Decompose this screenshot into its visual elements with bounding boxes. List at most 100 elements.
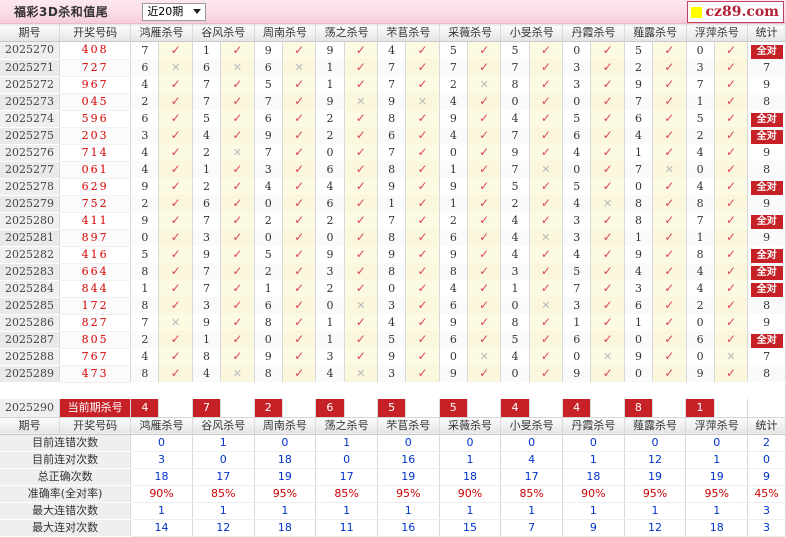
footer-stat-value-9: 0 (624, 434, 687, 452)
kill-value-9: 8 (624, 212, 654, 229)
check-icon: ✓ (602, 94, 613, 108)
check-icon: ✓ (602, 43, 613, 57)
kill-value-2: 7 (192, 93, 222, 110)
kill-value-4: 0 (315, 229, 345, 246)
check-icon: ✓ (417, 230, 428, 244)
check-icon: ✓ (417, 332, 428, 346)
table-row[interactable]: 2025274 596 6 ✓ 5 ✓ 6 ✓ 2 ✓ 8 ✓ 9 ✓ 4 ✓ 5 ✓ 6 ✓ 5 ✓ 全对 (0, 110, 786, 128)
kill-value-7: 5 (500, 41, 530, 59)
check-icon: ✓ (540, 247, 551, 261)
kill-value-2: 2 (192, 178, 222, 195)
check-icon: ✓ (479, 43, 490, 57)
kill-value-6: 4 (439, 127, 468, 144)
check-icon: ✓ (294, 111, 305, 125)
table-row[interactable]: 2025280 411 9 ✓ 7 ✓ 2 ✓ 2 ✓ 7 ✓ 2 ✓ 4 ✓ 3 ✓ 8 ✓ 7 ✓ 全对 (0, 212, 786, 230)
table-row[interactable]: 2025283 664 8 ✓ 7 ✓ 2 ✓ 3 ✓ 8 ✓ 8 ✓ 3 ✓ 5 ✓ 4 ✓ 4 ✓ 全对 (0, 263, 786, 281)
kill-mark-2: ✓ (220, 178, 255, 195)
table-row[interactable]: 2025279 752 2 ✓ 6 ✓ 0 ✓ 6 ✓ 1 ✓ 1 ✓ 2 ✓ 4 ✕ 8 ✓ 8 ✓ 9 (0, 195, 786, 213)
kill-mark-2: ✕ (220, 59, 255, 76)
row-period: 2025289 (0, 365, 61, 383)
cross-icon: ✕ (541, 298, 551, 312)
kill-value-5: 8 (377, 161, 407, 178)
kill-value-3: 6 (254, 59, 283, 76)
table-row[interactable]: 2025276 714 4 ✓ 2 ✕ 7 ✓ 0 ✓ 7 ✓ 0 ✓ 9 ✓ 4 ✓ 1 ✓ 4 ✓ 9 (0, 144, 786, 162)
kill-mark-4: ✓ (344, 144, 379, 161)
kill-mark-6: ✓ (467, 314, 502, 331)
table-row[interactable]: 2025273 045 2 ✓ 7 ✓ 7 ✓ 9 ✕ 9 ✕ 4 ✓ 0 ✓ 0 ✓ 7 ✓ 1 ✓ 8 (0, 93, 786, 111)
footer-col-header-kill-10: 浮萍杀号 (685, 416, 749, 435)
table-row[interactable]: 2025287 805 2 ✓ 1 ✓ 0 ✓ 1 ✓ 5 ✓ 6 ✓ 5 ✓ 6 ✓ 0 ✓ 6 ✓ 全对 (0, 331, 786, 349)
check-icon: ✓ (417, 162, 428, 176)
kill-mark-9: ✓ (652, 314, 687, 331)
table-row[interactable]: 2025271 727 6 ✕ 6 ✕ 6 ✕ 1 ✓ 7 ✓ 7 ✓ 7 ✓ 3 ✓ 2 ✓ 3 ✓ 7 (0, 59, 786, 77)
kill-mark-6: ✓ (467, 127, 502, 144)
table-row[interactable]: 2025289 473 8 ✓ 4 ✕ 8 ✓ 4 ✕ 3 ✓ 9 ✓ 0 ✓ 9 ✓ 0 ✓ 9 ✓ 8 (0, 365, 786, 383)
footer-stat-value-3: 18 (254, 451, 317, 469)
table-row[interactable]: 2025285 172 8 ✓ 3 ✓ 6 ✓ 0 ✕ 3 ✓ 6 ✓ 0 ✕ 3 ✓ 6 ✓ 2 ✓ 8 (0, 297, 786, 315)
kill-mark-9: ✓ (652, 246, 687, 263)
table-row[interactable]: 2025277 061 4 ✓ 1 ✓ 3 ✓ 6 ✓ 8 ✓ 1 ✓ 7 ✕ 0 ✓ 7 ✕ 0 ✓ 8 (0, 161, 786, 179)
footer-stat-value-8: 90% (562, 485, 625, 503)
footer-stat-value-6: 1 (439, 451, 502, 469)
table-row[interactable]: 2025281 897 0 ✓ 3 ✓ 0 ✓ 0 ✓ 8 ✓ 6 ✓ 4 ✕ 3 ✓ 1 ✓ 1 ✓ 9 (0, 229, 786, 247)
footer-stat-total: 0 (747, 451, 786, 469)
kill-value-4: 2 (315, 280, 345, 297)
table-row[interactable]: 2025282 416 5 ✓ 9 ✓ 5 ✓ 9 ✓ 9 ✓ 9 ✓ 4 ✓ 4 ✓ 9 ✓ 8 ✓ 全对 (0, 246, 786, 264)
table-row[interactable]: 2025284 844 1 ✓ 7 ✓ 1 ✓ 2 ✓ 0 ✓ 4 ✓ 1 ✓ 7 ✓ 3 ✓ 4 ✓ 全对 (0, 280, 786, 298)
table-row[interactable]: 2025278 629 9 ✓ 2 ✓ 4 ✓ 4 ✓ 9 ✓ 9 ✓ 5 ✓ 5 ✓ 0 ✓ 4 ✓ 全对 (0, 178, 786, 196)
footer-stat-label: 最大连对次数 (0, 519, 132, 537)
check-icon: ✓ (170, 145, 181, 159)
table-row[interactable]: 2025272 967 4 ✓ 7 ✓ 5 ✓ 1 ✓ 7 ✓ 2 ✕ 8 ✓ 3 ✓ 9 ✓ 7 ✓ 9 (0, 76, 786, 94)
kill-mark-3: ✓ (282, 280, 317, 297)
kill-mark-2: ✓ (220, 314, 255, 331)
table-row[interactable]: 2025275 203 3 ✓ 4 ✓ 9 ✓ 2 ✓ 6 ✓ 4 ✓ 7 ✓ 6 ✓ 4 ✓ 2 ✓ 全对 (0, 127, 786, 145)
kill-value-3: 0 (254, 195, 283, 212)
site-logo[interactable]: cz89.com (687, 1, 784, 23)
kill-value-4: 0 (315, 144, 345, 161)
kill-value-10: 0 (686, 161, 715, 178)
kill-value-3: 1 (254, 280, 283, 297)
footer-stat-value-6: 15 (439, 519, 502, 537)
footer-stat-value-8: 18 (562, 468, 625, 486)
check-icon: ✓ (602, 281, 613, 295)
kill-mark-4: ✓ (344, 331, 379, 348)
kill-value-9: 6 (624, 110, 654, 127)
kill-mark-9: ✓ (652, 144, 687, 161)
row-open-number: 061 (59, 161, 132, 179)
check-icon: ✓ (664, 60, 675, 74)
table-row[interactable]: 2025288 767 4 ✓ 8 ✓ 9 ✓ 3 ✓ 9 ✓ 0 ✕ 4 ✓ 0 ✕ 9 ✓ 0 ✕ 7 (0, 348, 786, 366)
check-icon: ✓ (664, 366, 675, 380)
kill-value-1: 6 (130, 59, 160, 76)
check-icon: ✓ (602, 77, 613, 91)
row-period: 2025272 (0, 76, 61, 94)
table-row[interactable]: 2025270 408 7 ✓ 1 ✓ 9 ✓ 9 ✓ 4 ✓ 5 ✓ 5 ✓ 0 ✓ 5 ✓ 0 ✓ 全对 (0, 41, 786, 60)
table-row[interactable]: 2025286 827 7 ✕ 9 ✓ 8 ✓ 1 ✓ 4 ✓ 9 ✓ 8 ✓ 1 ✓ 1 ✓ 0 ✓ 9 (0, 314, 786, 332)
footer-stat-value-2: 12 (192, 519, 255, 537)
row-period: 2025288 (0, 348, 61, 366)
kill-mark-4: ✓ (344, 212, 379, 229)
kill-mark-7: ✓ (529, 76, 564, 93)
check-icon: ✓ (540, 94, 551, 108)
check-icon: ✓ (725, 111, 737, 125)
footer-stat-value-7: 17 (500, 468, 564, 486)
period-range-select[interactable]: 近20期 (142, 2, 207, 21)
check-icon: ✓ (232, 179, 243, 193)
kill-value-7: 1 (500, 280, 530, 297)
kill-value-1: 8 (130, 297, 160, 314)
kill-value-3: 4 (254, 178, 283, 195)
check-icon: ✓ (664, 332, 675, 346)
check-icon: ✓ (725, 247, 737, 261)
kill-value-7: 4 (500, 212, 530, 229)
kill-mark-2: ✓ (220, 195, 255, 212)
check-icon: ✓ (725, 281, 737, 295)
kill-mark-7: ✓ (529, 365, 564, 382)
check-icon: ✓ (479, 230, 490, 244)
kill-value-5: 9 (377, 348, 407, 365)
current-kill-value-8: 4 (562, 398, 592, 417)
kill-value-1: 3 (130, 127, 160, 144)
row-open-number: 473 (59, 365, 132, 383)
check-icon: ✓ (664, 179, 675, 193)
kill-mark-6: ✓ (467, 93, 502, 110)
check-icon: ✓ (664, 196, 675, 210)
footer-stat-value-4: 11 (315, 519, 378, 537)
